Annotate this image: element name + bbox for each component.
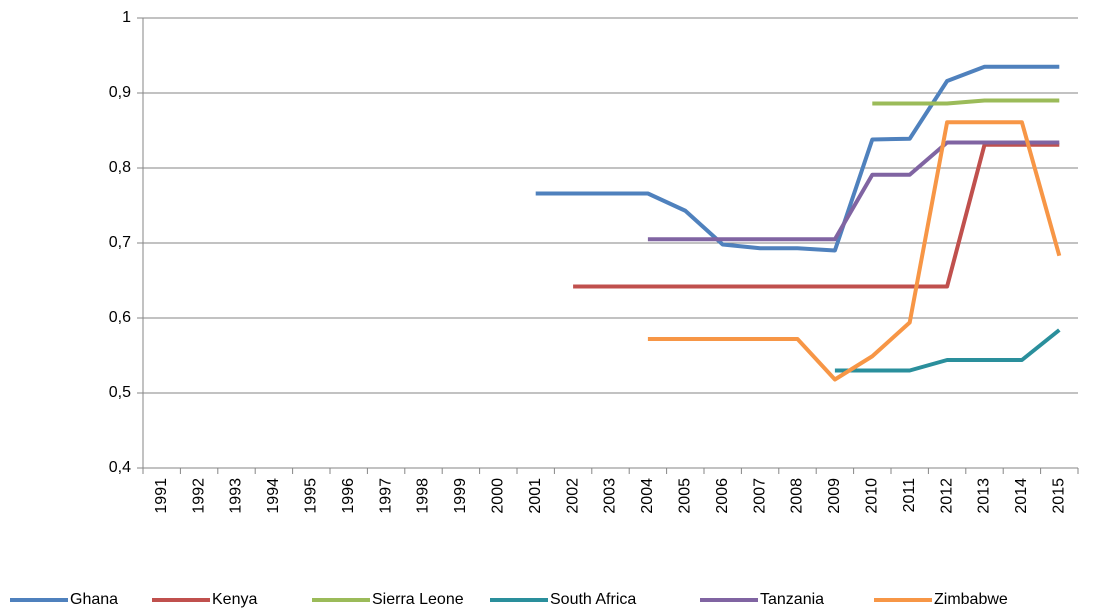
x-tick-label: 2012 [938, 478, 955, 514]
legend-label: South Africa [550, 591, 636, 608]
x-tick-label: 2015 [1051, 478, 1068, 514]
x-tick-label: 1991 [153, 478, 170, 514]
y-tick-label: 0,6 [109, 309, 131, 326]
x-tick-label: 2009 [826, 478, 843, 514]
y-tick-label: 0,8 [109, 159, 131, 176]
y-tick-label: 1 [122, 9, 131, 26]
x-tick-label: 1998 [415, 478, 432, 514]
legend-label: Ghana [70, 591, 118, 608]
x-tick-label: 1992 [190, 478, 207, 514]
x-tick-label: 1997 [377, 478, 394, 514]
x-tick-label: 2000 [490, 478, 507, 514]
series-line [573, 142, 1060, 289]
x-tick-label: 2013 [976, 478, 993, 514]
y-tick-label: 0,5 [109, 384, 131, 401]
series-line [834, 328, 1061, 373]
x-tick-label: 2010 [864, 478, 881, 514]
x-tick-label: 1999 [452, 478, 469, 514]
y-tick-label: 0,7 [109, 234, 131, 251]
series-line [647, 120, 1062, 382]
x-tick-label: 2004 [639, 478, 656, 514]
x-tick-label: 1995 [303, 478, 320, 514]
x-tick-label: 2002 [564, 478, 581, 514]
legend-label: Zimbabwe [934, 591, 1008, 608]
x-tick-label: 2008 [789, 478, 806, 514]
x-tick-label: 1993 [228, 478, 245, 514]
legend-label: Sierra Leone [372, 591, 464, 608]
x-tick-label: 1996 [340, 478, 357, 514]
legend-label: Kenya [212, 591, 257, 608]
x-tick-label: 2001 [527, 478, 544, 514]
legend-label: Tanzania [760, 591, 824, 608]
x-tick-label: 1994 [265, 478, 282, 514]
x-tick-label: 2003 [602, 478, 619, 514]
x-tick-label: 2006 [714, 478, 731, 514]
series-line [647, 140, 1060, 242]
x-tick-label: 2007 [751, 478, 768, 514]
x-tick-label: 2011 [901, 478, 918, 513]
series-line [535, 64, 1060, 253]
series-line [872, 98, 1060, 106]
x-tick-label: 2005 [677, 478, 694, 514]
y-tick-label: 0,4 [109, 459, 131, 476]
y-tick-label: 0,9 [109, 84, 131, 101]
x-tick-label: 2014 [1013, 478, 1030, 514]
